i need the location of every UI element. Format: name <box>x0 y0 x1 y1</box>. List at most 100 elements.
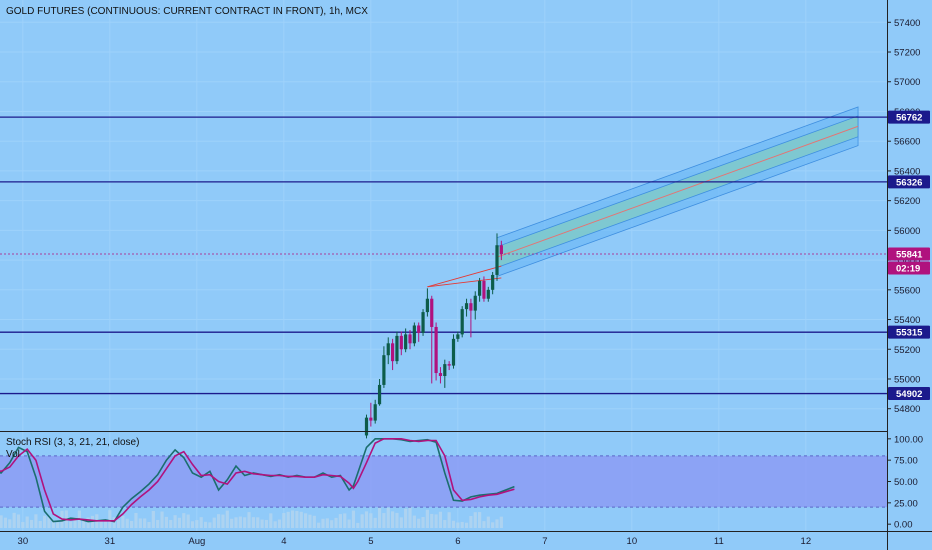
volume-bar <box>99 519 103 528</box>
volume-bar <box>112 517 116 528</box>
level-tag-text: 56762 <box>896 113 922 124</box>
volume-bar <box>25 516 29 528</box>
time-tick-label: 31 <box>105 536 116 547</box>
price-tick-label: 56400 <box>894 166 920 177</box>
price-tick-label: 55800 <box>894 256 920 267</box>
volume-bar <box>208 522 212 528</box>
time-tick-label: 5 <box>368 536 373 547</box>
volume-bar <box>330 520 334 528</box>
time-tick-label: 4 <box>281 536 286 547</box>
candle-body <box>499 245 503 254</box>
time-tick-label: 12 <box>801 536 812 547</box>
candle-body <box>447 364 451 366</box>
volume-bar <box>295 510 299 528</box>
time-tick-label: 7 <box>542 536 547 547</box>
volume-bar <box>256 517 260 528</box>
candlesticks[interactable] <box>364 233 503 439</box>
candle-body <box>382 355 386 385</box>
level-tag-text: 56326 <box>896 177 922 188</box>
volume-bar <box>169 519 173 528</box>
time-tick-label: 10 <box>627 536 638 547</box>
volume-bar <box>199 517 203 528</box>
volume-bar <box>277 519 282 528</box>
volume-bar <box>0 515 3 528</box>
volume-bar <box>156 519 160 528</box>
stoch-tick-label: 50.00 <box>894 477 918 488</box>
candle-body <box>377 384 382 405</box>
volume-bar <box>143 518 147 528</box>
volume-bar <box>3 517 8 528</box>
volume-bars <box>0 506 503 528</box>
candle-body <box>434 326 438 374</box>
channel-midline <box>496 125 859 258</box>
candle-body <box>421 312 425 333</box>
volume-bar <box>434 514 438 528</box>
volume-bar <box>290 510 295 528</box>
stoch-rsi-lines <box>0 438 515 523</box>
candle-body <box>399 335 403 350</box>
volume-bar <box>386 507 390 528</box>
stoch-tick-label: 100.00 <box>894 434 923 445</box>
volume-bar <box>438 511 443 528</box>
price-axis[interactable]: 54800 55000 55200 55400 55600 55800 56000 56200… <box>887 18 920 415</box>
stoch-axis[interactable]: 100.00 75.00 50.00 25.00 0.00 <box>887 434 923 531</box>
volume-bar <box>186 514 190 528</box>
volume-bar <box>343 513 347 528</box>
volume-bar <box>134 512 138 528</box>
candle-body <box>478 280 482 296</box>
price-tick-label: 55400 <box>894 315 920 326</box>
volume-bar <box>147 521 151 528</box>
grid <box>0 0 887 531</box>
volume-bar <box>51 520 55 528</box>
volume-bar <box>377 506 382 528</box>
stoch-tick-label: 0.00 <box>894 520 913 531</box>
stoch-rsi-title: Stoch RSI (3, 3, 21, 21, close) <box>6 437 139 448</box>
volume-bar <box>351 510 356 528</box>
volume-bar <box>360 514 364 528</box>
candle-body <box>486 289 490 299</box>
candle-body <box>430 298 434 327</box>
price-tick-label: 57400 <box>894 18 920 29</box>
price-tick-label: 54800 <box>894 404 920 415</box>
volume-bar <box>195 520 199 528</box>
volume-bar <box>373 517 377 528</box>
volume-bar <box>8 519 12 528</box>
level-tag-bg <box>888 387 930 401</box>
price-tick-label: 55000 <box>894 374 920 385</box>
volume-bar <box>312 515 316 528</box>
volume-bar <box>491 522 495 528</box>
volume-bar <box>177 517 182 528</box>
trend-lines[interactable] <box>427 265 502 288</box>
candle-body <box>395 335 399 362</box>
time-axis[interactable]: 30 31 Aug 4 5 6 7 10 11 12 <box>18 536 812 547</box>
stoch-series-k <box>0 438 515 523</box>
horizontal-levels[interactable] <box>0 116 887 395</box>
stoch-series-d <box>0 438 515 522</box>
volume-bar <box>247 512 251 528</box>
chart-title: GOLD FUTURES (CONTINUOUS: CURRENT CONTRA… <box>6 6 368 17</box>
volume-bar <box>347 519 351 528</box>
volume-bar <box>12 512 16 528</box>
volume-bar <box>82 520 86 528</box>
volume-bar <box>56 522 60 528</box>
volume-bar <box>69 521 73 528</box>
volume-bar <box>286 511 290 528</box>
volume-bar <box>408 507 412 528</box>
volume-bar <box>369 513 373 528</box>
volume-bar <box>173 515 177 528</box>
volume-bar <box>182 513 186 528</box>
volume-bar <box>86 517 90 528</box>
volume-bar <box>478 512 482 528</box>
volume-bar <box>425 509 429 528</box>
price-tick-label: 56200 <box>894 196 920 207</box>
price-tick-label: 57200 <box>894 48 920 59</box>
volume-bar <box>217 514 221 528</box>
volume-bar <box>499 516 503 528</box>
candle-body <box>451 338 456 366</box>
volume-bar <box>451 520 456 528</box>
volume-bar <box>243 517 247 528</box>
volume-bar <box>364 511 369 528</box>
volume-bar <box>495 519 499 528</box>
